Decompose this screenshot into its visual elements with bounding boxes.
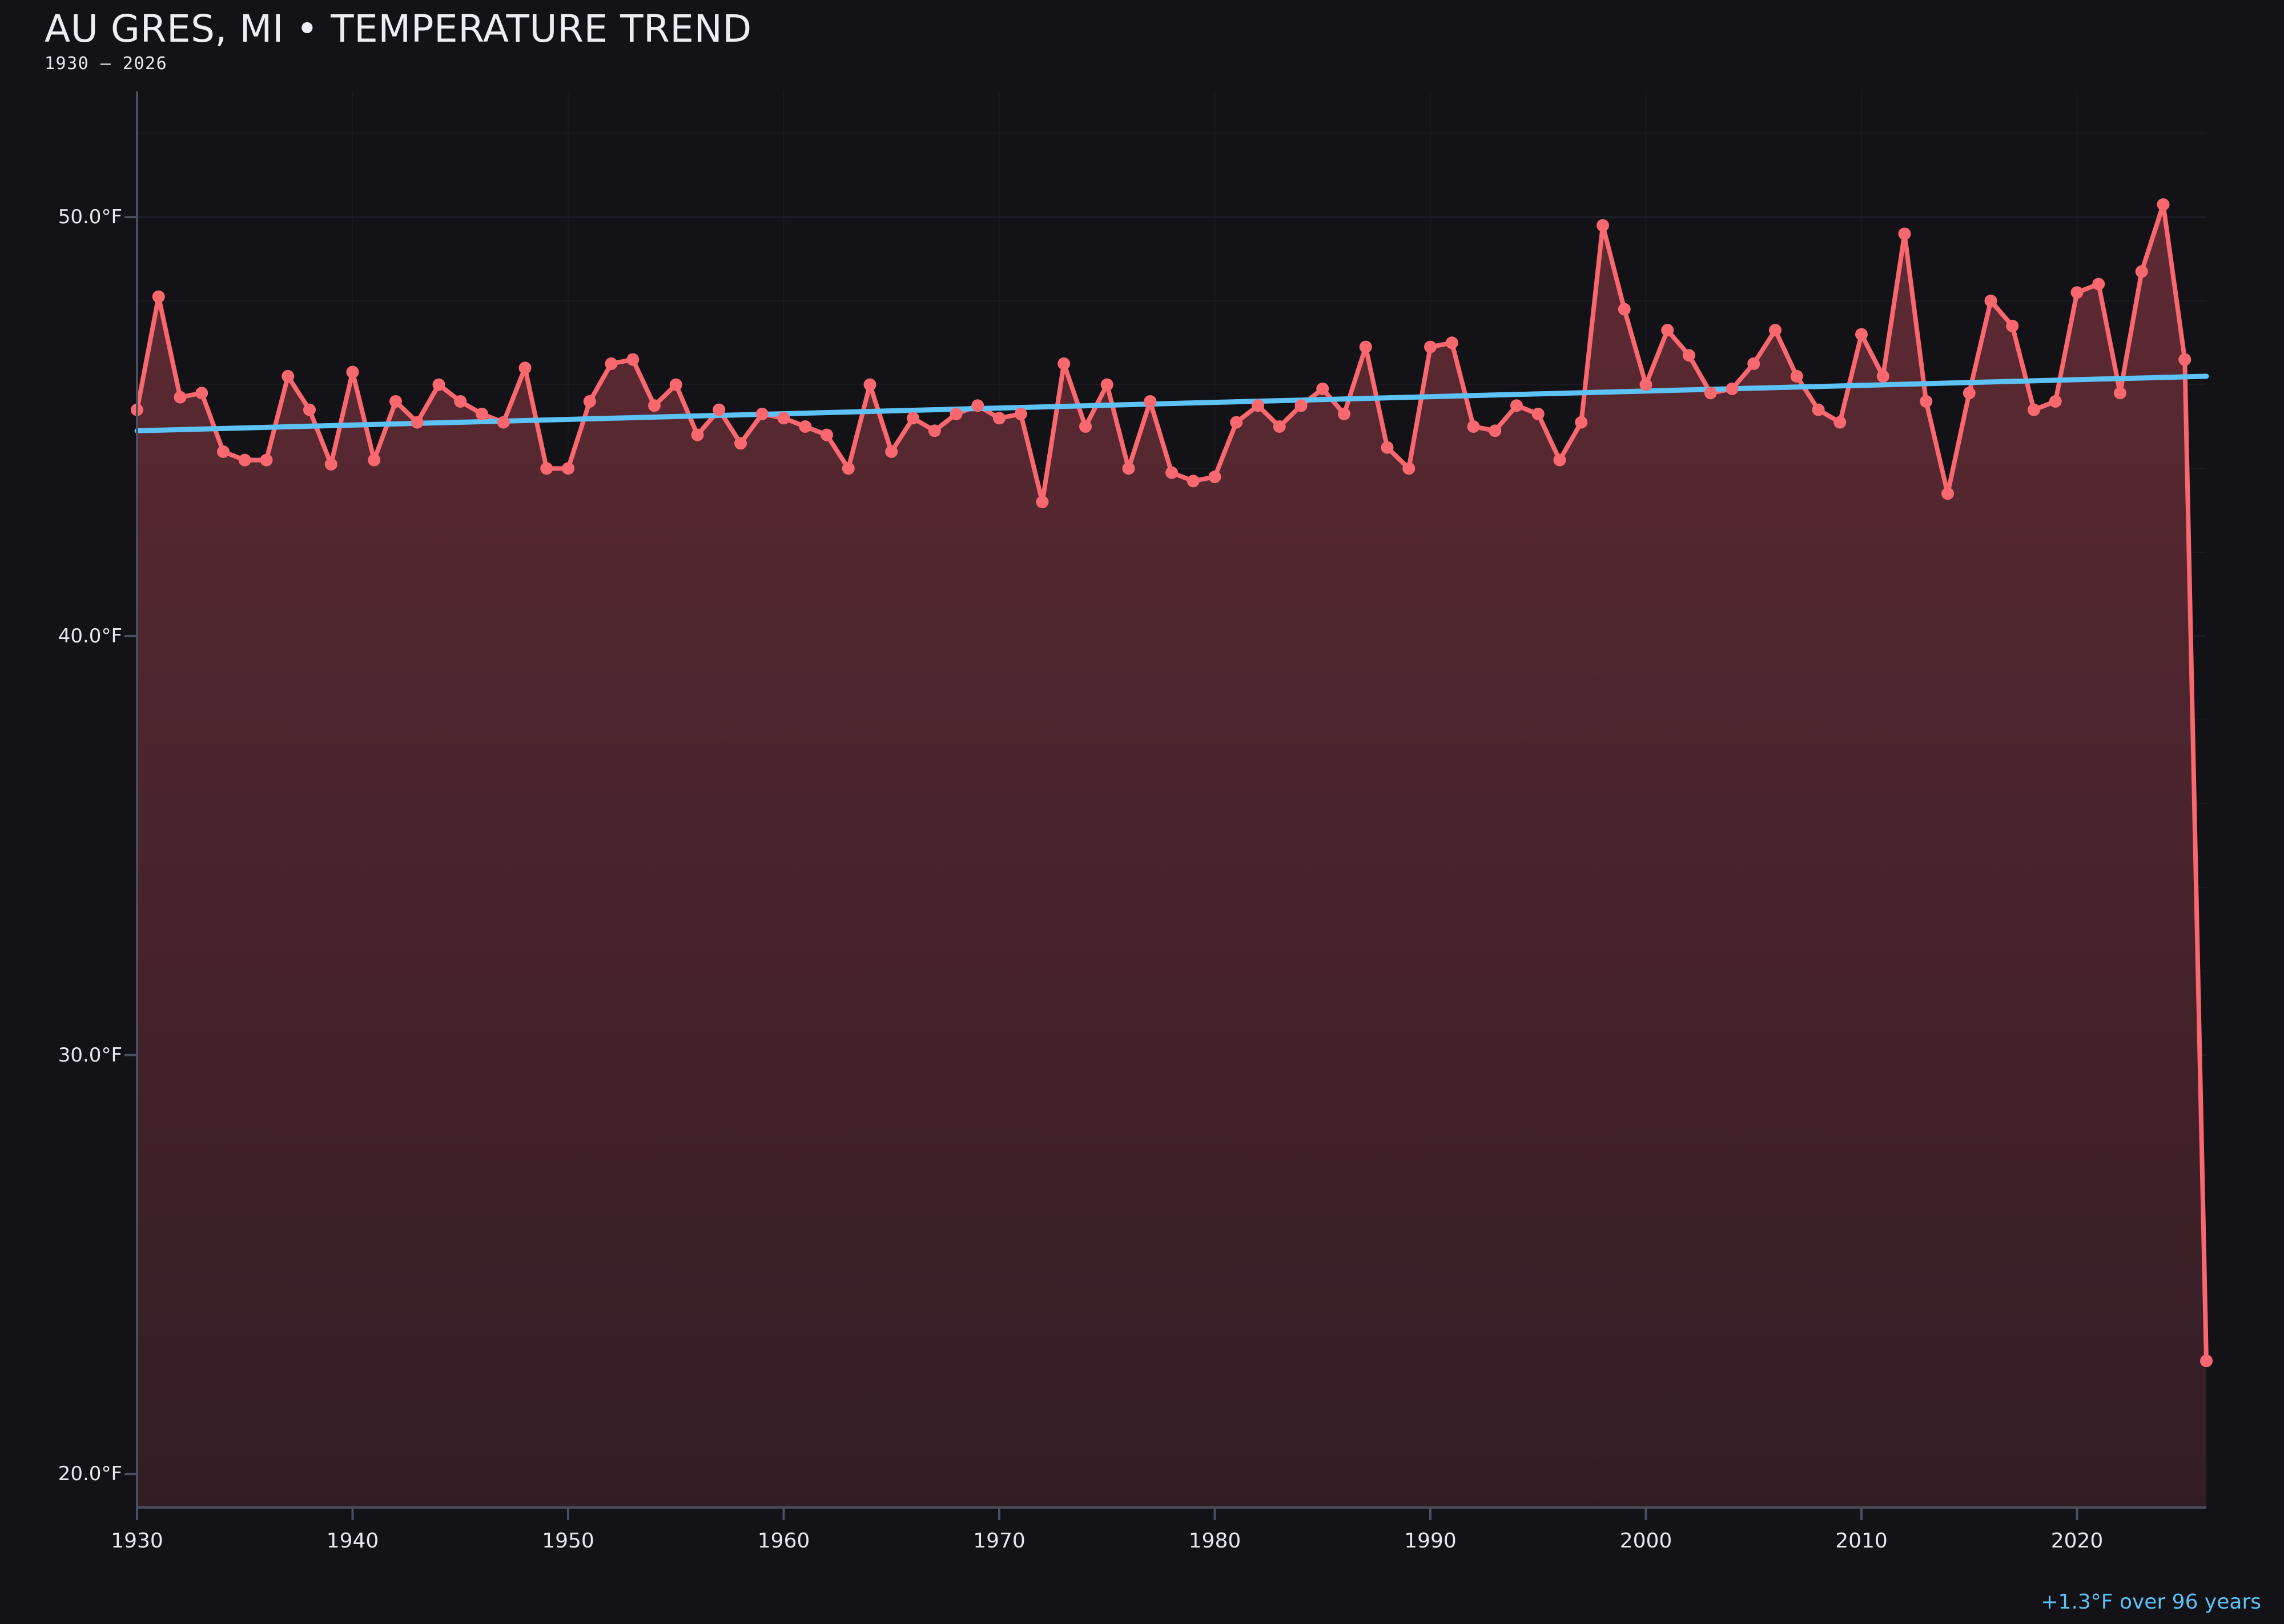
x-tick-label: 2010 (1835, 1529, 1888, 1553)
trend-annotation: +1.3°F over 96 years (2041, 1590, 2261, 1614)
plot-area (124, 91, 2213, 1520)
x-tick-label: 1980 (1188, 1529, 1241, 1553)
x-tick-label: 1950 (542, 1529, 594, 1553)
plot-svg (124, 91, 2213, 1520)
chart-subtitle: 1930 – 2026 (45, 54, 168, 74)
chart-header: AU GRES, MI • TEMPERATURE TREND 1930 – 2… (45, 10, 752, 74)
y-tick-label: 20.0°F (58, 1462, 122, 1486)
y-axis-labels: 50.0°F 40.0°F 30.0°F 20.0°F (0, 0, 132, 1624)
x-tick-label: 1990 (1404, 1529, 1457, 1553)
series-data-points (131, 198, 2213, 1368)
x-tick-label: 1970 (973, 1529, 1026, 1553)
x-tick-label: 1960 (757, 1529, 810, 1553)
y-tick-label: 50.0°F (58, 206, 122, 229)
series-area-fill (137, 204, 2206, 1508)
y-tick-label: 40.0°F (58, 624, 122, 648)
page-title: AU GRES, MI • TEMPERATURE TREND (45, 7, 752, 51)
x-tick-label: 2020 (2050, 1529, 2104, 1553)
x-tick-label: 1940 (326, 1529, 379, 1553)
y-axis-ticks (124, 216, 137, 1476)
x-tick-label: 2000 (1619, 1529, 1672, 1553)
x-axis-ticks (136, 1508, 2078, 1520)
y-tick-label: 30.0°F (58, 1043, 122, 1067)
trend-line (134, 373, 2209, 433)
x-tick-label: 1930 (111, 1529, 163, 1553)
